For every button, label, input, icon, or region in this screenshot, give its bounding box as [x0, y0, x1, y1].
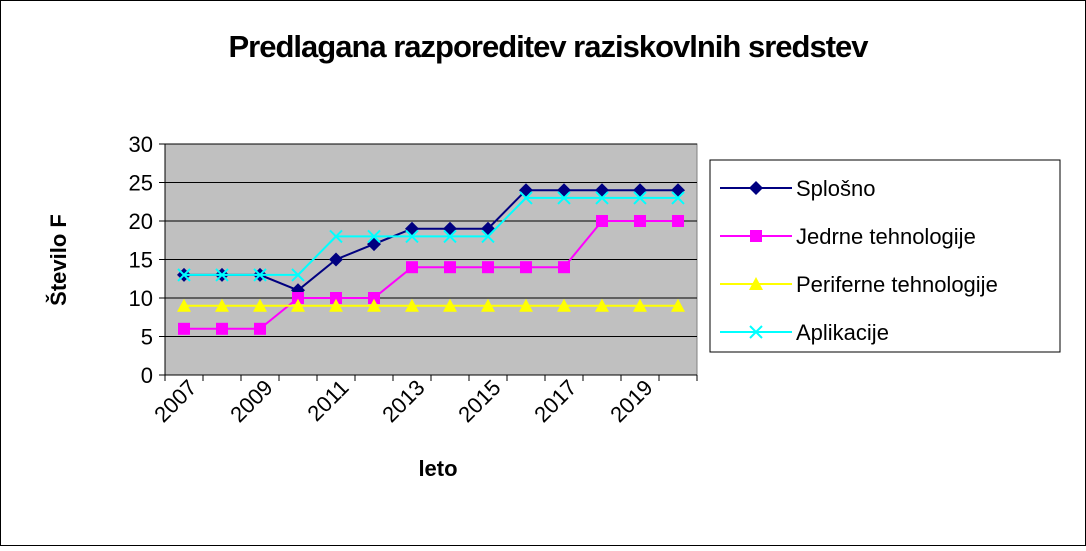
data-point — [443, 229, 457, 244]
data-point — [253, 298, 267, 312]
data-point — [520, 261, 532, 274]
data-point — [671, 191, 685, 205]
data-point — [253, 268, 267, 282]
data-point — [481, 298, 495, 312]
legend-label: Jedrne tehnologije — [796, 224, 976, 249]
data-point — [557, 191, 571, 205]
y-tick-label: 0 — [141, 363, 153, 388]
data-point — [177, 298, 191, 312]
data-point — [633, 191, 647, 205]
data-point — [519, 191, 533, 205]
data-point — [405, 298, 419, 312]
data-point — [215, 268, 229, 282]
data-point — [178, 322, 190, 335]
data-point — [557, 298, 571, 312]
data-point — [330, 292, 342, 304]
data-point — [177, 268, 191, 282]
legend-label: Periferne tehnologije — [796, 272, 998, 297]
data-point — [519, 298, 533, 312]
data-point — [482, 261, 494, 274]
data-point — [254, 322, 266, 335]
data-point — [216, 322, 228, 335]
data-point — [406, 261, 418, 274]
data-point — [595, 298, 609, 312]
series-line — [184, 196, 678, 276]
legend-marker — [749, 325, 763, 339]
data-point — [444, 261, 456, 274]
data-point — [291, 268, 305, 282]
data-point — [443, 298, 457, 312]
legend-box — [709, 159, 1061, 353]
data-point — [367, 229, 381, 244]
y-tick-label: 20 — [129, 209, 153, 234]
data-point — [633, 298, 647, 312]
data-point — [672, 215, 684, 227]
legend-marker — [749, 181, 763, 195]
data-point — [291, 298, 305, 312]
legend-label: Splošno — [796, 176, 876, 201]
legend-marker — [750, 230, 762, 242]
legend-label: Aplikacije — [796, 320, 889, 345]
data-point — [215, 298, 229, 312]
x-axis-label: leto — [418, 456, 457, 481]
chart-title: Predlagana razporeditev raziskovlnih sre… — [229, 29, 870, 64]
legend-marker — [749, 277, 763, 290]
data-point — [595, 191, 609, 205]
data-point — [367, 298, 381, 312]
data-point — [634, 215, 646, 227]
data-point — [481, 229, 495, 244]
data-point — [558, 261, 570, 274]
y-tick-label: 5 — [141, 325, 153, 350]
data-point — [405, 229, 419, 244]
y-axis-label: Število F — [46, 214, 71, 306]
y-tick-label: 10 — [129, 286, 153, 311]
data-point — [329, 252, 343, 267]
y-tick-label: 25 — [129, 171, 153, 196]
data-point — [329, 229, 343, 244]
data-point — [671, 298, 685, 312]
data-point — [596, 215, 608, 227]
series-line — [184, 220, 678, 330]
y-tick-label: 30 — [129, 132, 153, 157]
data-point — [292, 292, 304, 304]
y-tick-label: 15 — [129, 248, 153, 273]
data-point — [329, 298, 343, 312]
data-point — [368, 292, 380, 304]
